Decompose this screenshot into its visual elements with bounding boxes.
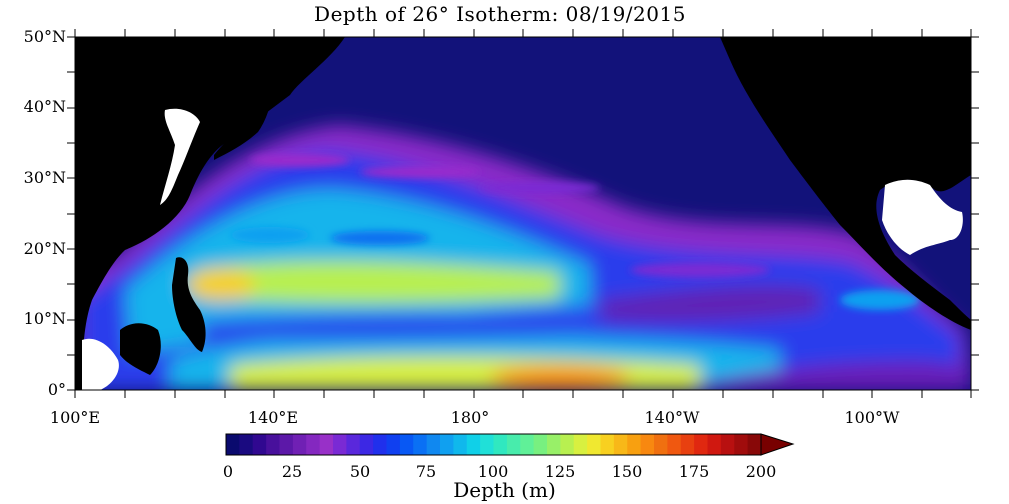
colorbar-swatch <box>560 434 575 455</box>
colorbar-swatch <box>359 434 374 455</box>
colorbar-tick-label: 0 <box>222 462 234 481</box>
missing-gulf-of-mexico <box>882 179 963 255</box>
colorbar-swatch <box>680 434 695 455</box>
axis-ticks <box>67 29 979 398</box>
colorbar-swatch <box>640 434 655 455</box>
colorbar-tick-label: 100 <box>477 462 509 481</box>
colorbar-tick-label: 125 <box>544 462 576 481</box>
colorbar-tick-label: 75 <box>415 462 437 481</box>
colorbar-swatch <box>547 434 561 455</box>
colorbar-tick-label: 200 <box>745 462 777 481</box>
lat-label-0: 0° <box>47 380 66 399</box>
baja <box>815 165 850 230</box>
map-title: Depth of 26° Isotherm: 08/19/2015 <box>314 2 686 26</box>
colorbar <box>225 433 762 456</box>
colorbar-swatch <box>386 434 401 455</box>
colorbar-tick-label: 50 <box>349 462 371 481</box>
depth-streaks <box>230 153 920 310</box>
borneo <box>120 323 161 375</box>
colorbar-swatch <box>466 434 481 455</box>
colorbar-swatch <box>306 434 321 455</box>
lat-label-20n: 20°N <box>23 239 66 258</box>
colorbar-swatch <box>440 434 454 455</box>
colorbar-tick-label: 25 <box>281 462 303 481</box>
colorbar-swatch <box>600 434 615 455</box>
colorbar-swatch <box>346 434 361 455</box>
colorbar-swatch <box>493 434 508 455</box>
lon-label-140w: 140°W <box>644 408 700 427</box>
asia-coast <box>75 37 345 390</box>
colorbar-swatch <box>533 434 548 455</box>
colorbar-swatch <box>226 434 240 455</box>
north-america <box>720 37 971 330</box>
colorbar-swatch <box>506 434 521 455</box>
colorbar-swatch <box>694 434 709 455</box>
lat-label-50n: 50°N <box>23 27 66 46</box>
lat-label-40n: 40°N <box>23 97 66 116</box>
lat-label-30n: 30°N <box>23 168 66 187</box>
colorbar-swatch <box>319 434 334 455</box>
colorbar-swatch <box>413 434 428 455</box>
missing-china-coast <box>160 108 200 205</box>
missing-indonesia <box>82 338 119 390</box>
colorbar-title: Depth (m) <box>453 478 556 502</box>
colorbar-swatch <box>426 434 441 455</box>
colorbar-swatch <box>480 434 495 455</box>
colorbar-swatch <box>239 434 254 455</box>
colorbar-swatch <box>279 434 294 455</box>
lat-label-10n: 10°N <box>23 309 66 328</box>
colorbar-swatch <box>627 434 642 455</box>
lon-label-180: 180° <box>450 408 490 427</box>
colorbar-extend-arrow <box>760 433 795 456</box>
colorbar-swatch <box>720 434 735 455</box>
colorbar-swatch <box>613 434 628 455</box>
colorbar-swatch <box>399 434 414 455</box>
colorbar-swatch <box>373 434 388 455</box>
colorbar-swatch <box>734 434 749 455</box>
colorbar-swatch <box>333 434 347 455</box>
colorbar-tick-label: 175 <box>678 462 710 481</box>
japan <box>214 82 275 160</box>
colorbar-swatch <box>520 434 535 455</box>
colorbar-swatch <box>573 434 588 455</box>
colorbar-swatch <box>266 434 281 455</box>
colorbar-swatch <box>747 434 762 455</box>
colorbar-swatch <box>587 434 602 455</box>
colorbar-swatch <box>654 434 668 455</box>
colorbar-tick-label: 150 <box>611 462 643 481</box>
missing-data <box>82 108 963 390</box>
lon-label-100e: 100°E <box>49 408 101 427</box>
colorbar-swatch <box>707 434 722 455</box>
depth-field <box>75 125 971 390</box>
colorbar-swatch <box>252 434 267 455</box>
lon-label-100w: 100°W <box>844 408 900 427</box>
colorbar-swatch <box>292 434 307 455</box>
colorbar-swatch <box>667 434 682 455</box>
philippines <box>172 257 206 352</box>
land-masses <box>75 37 971 390</box>
lon-label-140e: 140°E <box>247 408 299 427</box>
colorbar-swatch <box>453 434 468 455</box>
